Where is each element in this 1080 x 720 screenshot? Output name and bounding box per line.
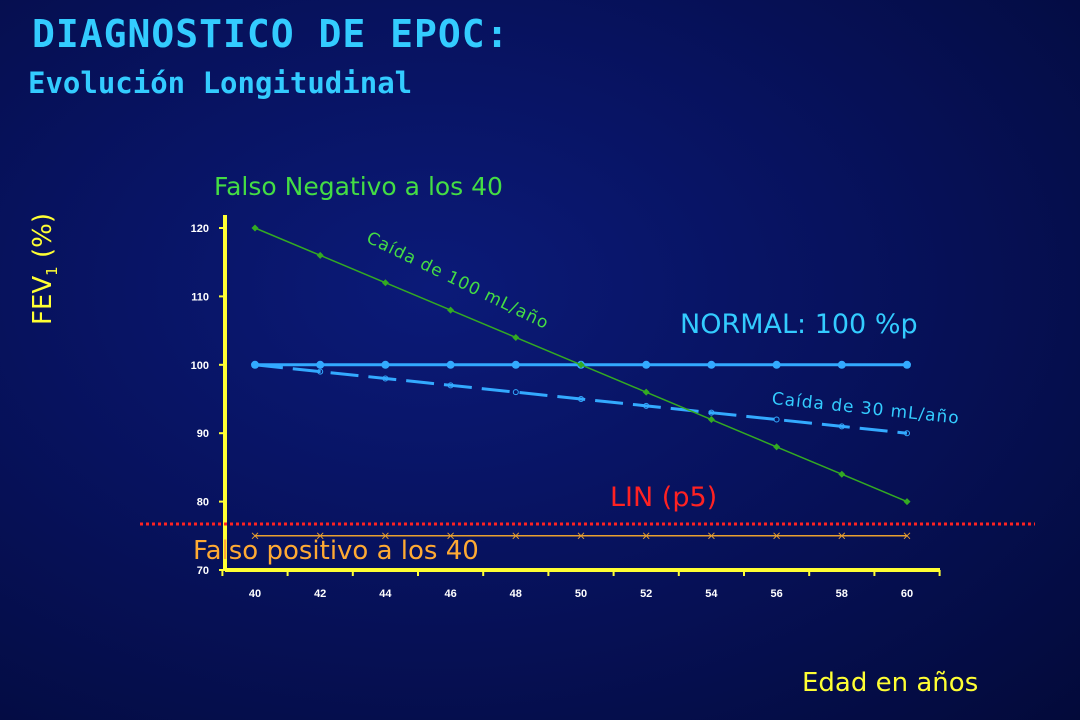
point-normal-48 (511, 360, 520, 369)
y-tick-label-120: 120 (191, 223, 209, 235)
point-normal-44 (381, 360, 390, 369)
point-decline30-44 (382, 375, 389, 382)
y-tick-label-90: 90 (197, 428, 209, 440)
point-decline100-46 (447, 306, 455, 314)
annotation-lin: LIN (p5) (610, 482, 718, 513)
point-decline100-40 (251, 224, 259, 232)
point-decline100-54 (707, 416, 715, 424)
point-lin-44 (382, 532, 389, 540)
point-decline100-48 (512, 333, 520, 341)
annotation-falso-negativo: Falso Negativo a los 40 (214, 172, 503, 201)
x-tick-label-50: 50 (575, 588, 587, 600)
point-decline100-50 (577, 361, 585, 369)
point-lin-60 (903, 532, 911, 540)
point-normal-58 (837, 360, 846, 369)
x-tick-label-48: 48 (510, 588, 522, 600)
point-lin-52 (642, 532, 650, 540)
point-decline30-56 (773, 416, 780, 423)
y-tick-label-100: 100 (191, 360, 209, 372)
point-decline30-60 (904, 430, 910, 437)
point-normal-54 (707, 360, 716, 369)
point-decline100-60 (903, 498, 911, 506)
series-line-decline30 (254, 363, 908, 435)
point-decline100-42 (316, 251, 324, 259)
y-tick-label-70: 70 (197, 565, 209, 577)
point-lin-58 (838, 532, 846, 540)
point-lin-42 (316, 532, 324, 540)
point-lin-50 (577, 532, 585, 540)
point-decline100-58 (838, 470, 846, 478)
point-normal-60 (903, 360, 911, 369)
point-normal-46 (446, 360, 455, 369)
slide-subtitle: Evolución Longitudinal (28, 66, 413, 100)
x-tick-label-52: 52 (640, 588, 652, 600)
point-lin-48 (512, 532, 520, 540)
point-decline30-46 (447, 382, 454, 389)
x-tick-label-56: 56 (770, 588, 782, 600)
point-decline100-44 (381, 279, 389, 287)
point-lin-46 (447, 532, 454, 540)
point-lin-54 (708, 532, 715, 540)
point-decline30-54 (708, 409, 715, 416)
x-tick-label-42: 42 (314, 588, 326, 600)
x-tick-label-44: 44 (379, 588, 392, 600)
x-tick-label-46: 46 (444, 588, 456, 600)
point-decline30-40 (252, 361, 258, 368)
point-decline30-58 (838, 423, 845, 430)
x-tick-label-40: 40 (249, 588, 261, 600)
y-tick-label-80: 80 (197, 497, 209, 509)
point-decline30-48 (512, 389, 519, 396)
annotation-falso-positivo: Falso positivo a los 40 (193, 536, 479, 566)
slide-title: DIAGNOSTICO DE EPOC: (32, 12, 510, 56)
point-decline30-42 (317, 368, 324, 375)
point-decline30-52 (643, 402, 650, 409)
point-normal-42 (316, 360, 325, 369)
x-tick-label-58: 58 (836, 588, 848, 600)
point-decline100-52 (642, 388, 650, 396)
point-decline30-50 (578, 396, 584, 402)
point-decline100-56 (773, 443, 781, 451)
point-normal-52 (642, 360, 651, 369)
x-tick-label-54: 54 (705, 588, 718, 600)
point-lin-40 (251, 532, 259, 540)
point-lin-56 (773, 532, 780, 540)
point-normal-56 (772, 360, 781, 369)
y-tick-label-110: 110 (191, 291, 209, 303)
x-axis-label: Edad en años (802, 668, 979, 698)
annotation-normal: NORMAL: 100 %p (680, 309, 918, 340)
x-tick-label-60: 60 (901, 588, 913, 600)
